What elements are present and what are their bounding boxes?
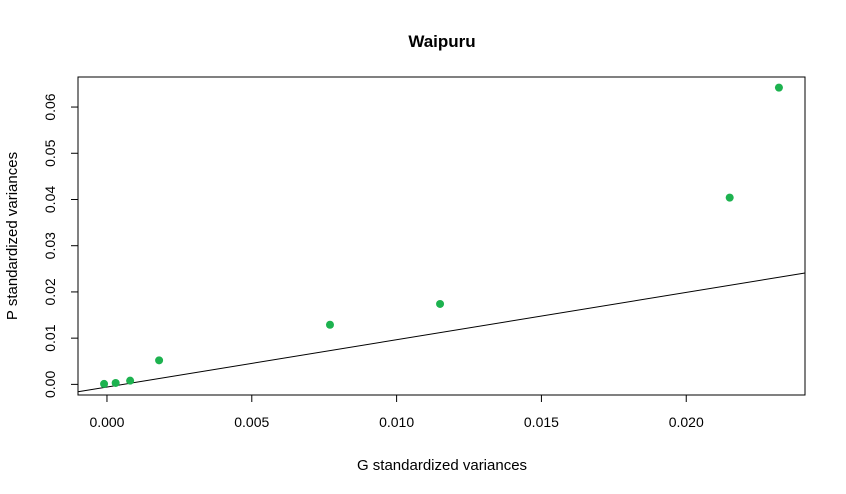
data-point xyxy=(725,193,734,202)
x-axis: 0.000 0.005 0.010 0.015 0.020 xyxy=(89,394,704,430)
y-tick-label: 0.06 xyxy=(42,93,58,120)
x-tick-label: 0.005 xyxy=(234,414,269,430)
data-point xyxy=(111,378,120,387)
x-tick-label: 0.010 xyxy=(379,414,414,430)
y-tick-label: 0.01 xyxy=(42,324,58,351)
y-tick-label: 0.04 xyxy=(42,186,58,213)
fit-line xyxy=(77,272,806,393)
plot-frame xyxy=(77,76,806,396)
y-axis-label: P standardized variances xyxy=(4,152,21,320)
chart-title: Waipuru xyxy=(408,32,475,51)
x-tick-label: 0.020 xyxy=(669,414,704,430)
points-layer xyxy=(100,83,783,388)
x-tick-label: 0.015 xyxy=(524,414,559,430)
y-tick-label: 0.03 xyxy=(42,232,58,259)
data-point xyxy=(100,379,109,388)
data-point xyxy=(325,320,334,329)
x-axis-label: G standardized variances xyxy=(357,457,527,474)
data-point xyxy=(155,356,164,365)
y-tick-label: 0.00 xyxy=(42,371,58,398)
y-tick-label: 0.05 xyxy=(42,139,58,166)
y-axis: 0.00 0.01 0.02 0.03 0.04 0.05 0.06 xyxy=(42,93,79,398)
data-point xyxy=(774,83,783,92)
fit-line-layer xyxy=(77,272,806,393)
x-tick-label: 0.000 xyxy=(89,414,124,430)
data-point xyxy=(126,376,135,385)
data-point xyxy=(436,299,445,308)
y-tick-label: 0.02 xyxy=(42,278,58,305)
